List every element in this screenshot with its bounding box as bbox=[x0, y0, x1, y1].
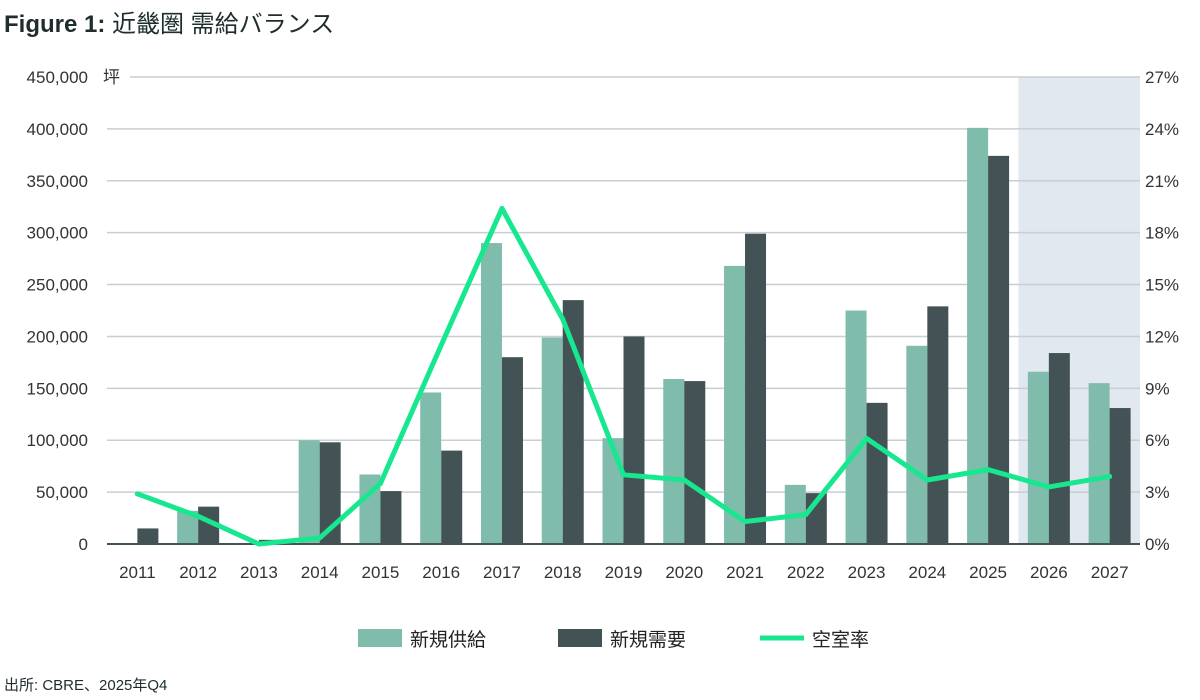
x-tick-label: 2022 bbox=[787, 563, 825, 582]
bar-demand bbox=[927, 306, 949, 544]
title-text: 近畿圏 需給バランス bbox=[112, 11, 335, 38]
y2-tick-label: 24% bbox=[1145, 120, 1179, 139]
x-tick-label: 2027 bbox=[1091, 563, 1129, 582]
x-tick-label: 2015 bbox=[362, 563, 400, 582]
bar-demand bbox=[988, 155, 1010, 545]
bar-demand bbox=[745, 233, 767, 544]
bar-demand bbox=[137, 528, 159, 544]
vacancy-point bbox=[985, 467, 991, 473]
y2-tick-label: 6% bbox=[1145, 431, 1170, 450]
bar-supply bbox=[541, 337, 563, 544]
y-tick-label: 350,000 bbox=[27, 172, 88, 191]
x-tick-label: 2019 bbox=[605, 563, 643, 582]
y-tick-label: 100,000 bbox=[27, 431, 88, 450]
bar-supply bbox=[1088, 383, 1110, 544]
bar-supply bbox=[298, 440, 320, 544]
y-tick-label: 450,000 bbox=[27, 68, 88, 87]
bar-supply bbox=[480, 243, 502, 545]
x-tick-label: 2026 bbox=[1030, 563, 1068, 582]
y2-tick-label: 3% bbox=[1145, 483, 1170, 502]
vacancy-point bbox=[438, 342, 444, 348]
x-tick-label: 2013 bbox=[240, 563, 278, 582]
bar-demand bbox=[380, 491, 402, 544]
x-tick-label: 2024 bbox=[908, 563, 946, 582]
bar-supply bbox=[845, 310, 867, 544]
bar-demand bbox=[441, 450, 463, 544]
y-tick-label: 50,000 bbox=[36, 483, 88, 502]
vacancy-point bbox=[864, 435, 870, 441]
y-tick-label: 200,000 bbox=[27, 327, 88, 346]
y2-tick-label: 18% bbox=[1145, 224, 1179, 243]
legend-label-supply: 新規供給 bbox=[410, 629, 486, 651]
bar-supply bbox=[967, 127, 989, 545]
vacancy-point bbox=[317, 535, 323, 541]
bar-supply bbox=[724, 265, 746, 544]
legend-label-demand: 新規需要 bbox=[610, 629, 686, 651]
y-tick-label: 150,000 bbox=[27, 379, 88, 398]
vacancy-point bbox=[377, 480, 383, 486]
source-note: 出所: CBRE、2025年Q4 bbox=[4, 677, 168, 694]
vacancy-point bbox=[742, 519, 748, 525]
vacancy-point bbox=[924, 477, 930, 483]
bar-supply bbox=[420, 392, 442, 544]
chart-title: Figure 1: 近畿圏 需給バランス bbox=[4, 4, 334, 39]
bar-supply bbox=[1027, 371, 1049, 544]
y-tick-label: 0 bbox=[79, 535, 88, 554]
y-unit-label: 坪 bbox=[103, 68, 120, 87]
x-tick-label: 2014 bbox=[301, 563, 339, 582]
figure-label: Figure 1: bbox=[4, 11, 106, 38]
x-tick-label: 2012 bbox=[179, 563, 217, 582]
y-tick-label: 250,000 bbox=[27, 276, 88, 295]
y2-tick-label: 9% bbox=[1145, 379, 1170, 398]
x-tick-label: 2020 bbox=[665, 563, 703, 582]
y2-tick-label: 27% bbox=[1145, 68, 1179, 87]
x-tick-label: 2016 bbox=[422, 563, 460, 582]
bar-supply bbox=[906, 345, 928, 544]
legend-label-vacancy: 空室率 bbox=[812, 629, 869, 651]
vacancy-point bbox=[803, 512, 809, 518]
bar-demand bbox=[623, 336, 645, 544]
bar-demand bbox=[866, 402, 888, 544]
legend-swatch-supply bbox=[358, 629, 402, 647]
legend-swatch-demand bbox=[558, 629, 602, 647]
y2-tick-label: 21% bbox=[1145, 172, 1179, 191]
vacancy-point bbox=[681, 477, 687, 483]
x-tick-label: 2023 bbox=[848, 563, 886, 582]
bar-demand bbox=[684, 381, 706, 544]
y2-tick-label: 15% bbox=[1145, 276, 1179, 295]
bar-supply bbox=[359, 474, 381, 544]
vacancy-point bbox=[1107, 474, 1113, 480]
vacancy-point bbox=[256, 541, 262, 547]
x-tick-label: 2018 bbox=[544, 563, 582, 582]
x-tick-label: 2011 bbox=[119, 563, 156, 582]
vacancy-point bbox=[560, 316, 566, 322]
vacancy-point bbox=[1046, 484, 1052, 490]
x-tick-label: 2025 bbox=[969, 563, 1007, 582]
y2-tick-label: 0% bbox=[1145, 535, 1170, 554]
bar-demand bbox=[1109, 408, 1131, 544]
vacancy-point bbox=[195, 513, 201, 519]
y2-tick-label: 12% bbox=[1145, 327, 1179, 346]
vacancy-point bbox=[134, 491, 140, 497]
bar-demand bbox=[501, 357, 523, 544]
bar-demand bbox=[562, 300, 584, 544]
y-tick-label: 400,000 bbox=[27, 120, 88, 139]
x-tick-label: 2017 bbox=[483, 563, 521, 582]
bar-demand bbox=[319, 442, 341, 544]
bar-supply bbox=[177, 510, 199, 544]
x-tick-label: 2021 bbox=[726, 563, 764, 582]
bar-supply bbox=[663, 378, 685, 544]
bar-demand bbox=[1048, 353, 1070, 544]
y-tick-label: 300,000 bbox=[27, 224, 88, 243]
vacancy-point bbox=[621, 472, 626, 478]
vacancy-point bbox=[499, 205, 505, 211]
